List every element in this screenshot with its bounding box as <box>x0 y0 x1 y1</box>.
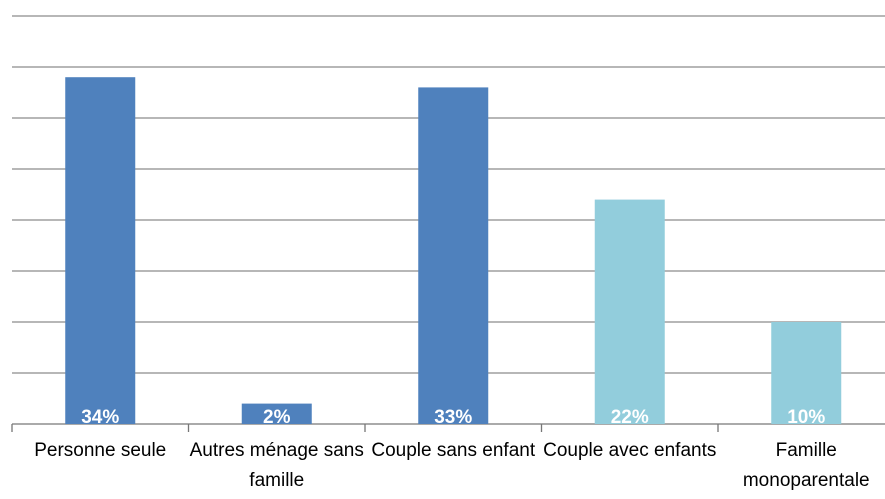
bar <box>241 403 312 424</box>
bar <box>65 77 136 424</box>
x-tick-label: Couple sans enfant <box>371 440 536 461</box>
data-label: 34% <box>81 407 119 428</box>
data-label: 22% <box>611 407 649 428</box>
x-tick-label: Personne seule <box>34 440 167 461</box>
data-label: 10% <box>787 407 825 428</box>
bar <box>594 199 665 424</box>
bar <box>418 87 489 425</box>
data-label: 33% <box>434 407 472 428</box>
x-tick-label: Autres ménage sans famille <box>189 440 364 491</box>
x-tick-label: Famille monoparentale <box>742 440 870 491</box>
data-label: 2% <box>263 407 291 428</box>
bar <box>771 322 842 424</box>
x-tick-label: Couple avec enfants <box>543 440 717 461</box>
